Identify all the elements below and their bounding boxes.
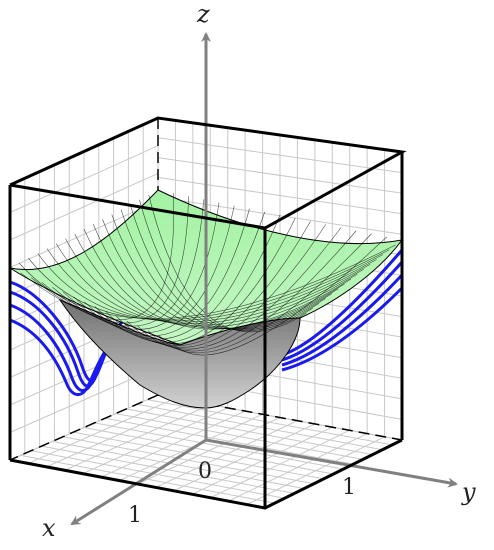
floor-grid-line xyxy=(191,426,333,495)
surface-mesh-line xyxy=(102,219,339,330)
floor-grid-line xyxy=(173,423,316,492)
surface-mesh-line xyxy=(137,227,342,350)
floor-grid-line xyxy=(73,431,324,480)
floor-grid-line xyxy=(62,436,315,485)
floor-grid-line xyxy=(228,433,368,502)
y-axis xyxy=(205,438,458,488)
surface-mesh-line xyxy=(41,199,205,327)
floor-grid-line xyxy=(246,436,385,506)
surface-mesh-line xyxy=(74,233,358,328)
surface-mesh-line xyxy=(148,194,307,333)
y-axis-label: y xyxy=(461,478,476,506)
surface-mesh-line xyxy=(19,244,396,319)
floor-grid-line xyxy=(31,450,285,499)
floor-grid-line xyxy=(52,440,305,490)
surface-mesh-line xyxy=(65,238,364,326)
surface-mesh-line xyxy=(46,248,377,323)
front-box-edges xyxy=(8,116,407,510)
surface-mesh-line xyxy=(105,217,296,345)
floor-grid-line xyxy=(155,420,298,488)
surface-mesh-line xyxy=(116,221,311,346)
surface-mesh-line xyxy=(147,230,357,352)
origin-tick-label: 0 xyxy=(198,459,212,484)
floor-grid-line xyxy=(20,454,275,504)
y-tick-label-one: 1 xyxy=(342,475,356,500)
floor-grid-line xyxy=(210,429,350,499)
x-axis-label: x xyxy=(42,514,56,542)
surface-mesh-line xyxy=(83,228,352,330)
back-wall-contours xyxy=(281,249,404,372)
surface-mesh-lines xyxy=(19,193,396,356)
surface-mesh-line xyxy=(31,196,189,324)
surface-mesh-line xyxy=(20,193,175,321)
floor-grid-line xyxy=(41,445,295,494)
z-axis-label: z xyxy=(196,0,210,28)
surface-mesh-line xyxy=(126,224,327,348)
surface-mesh-line xyxy=(111,214,333,330)
surface-mesh-line xyxy=(73,208,250,336)
surface-mesh-line xyxy=(52,202,220,330)
surface-mesh-line xyxy=(169,236,387,356)
floor-grid-line xyxy=(83,427,334,475)
floor-grid xyxy=(9,394,403,509)
surface-mesh-line xyxy=(62,205,235,333)
x-axis xyxy=(70,438,207,526)
surface-mesh-line xyxy=(94,214,281,343)
x-tick-label-one: 1 xyxy=(128,503,142,528)
surface-mesh-line xyxy=(84,211,266,340)
surface-mesh-line xyxy=(92,224,345,329)
surface-mesh-line xyxy=(158,233,372,354)
surface-mesh-line xyxy=(55,243,371,324)
surface-mesh-line xyxy=(139,199,313,331)
